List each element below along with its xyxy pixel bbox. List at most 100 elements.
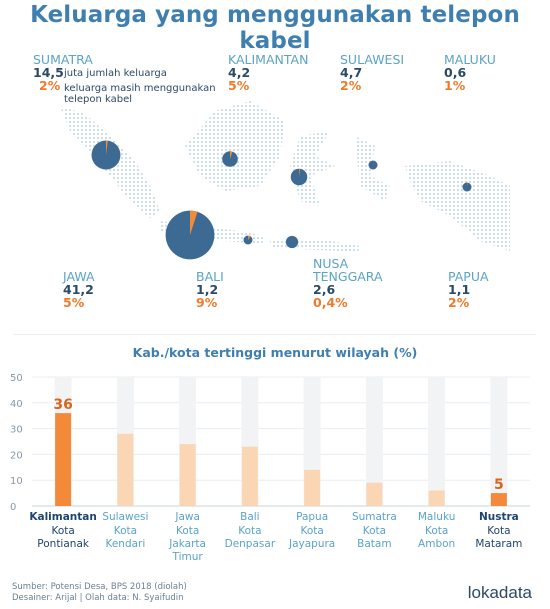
- bar-chart: 0102030405036KalimantanKotaPontianakSula…: [10, 373, 530, 563]
- pie-share-papua: [467, 182, 468, 187]
- region-families: 0,6: [444, 65, 467, 80]
- y-tick-label: 50: [10, 373, 23, 384]
- region-name: SULAWESI: [340, 52, 405, 67]
- bar-sumatra: [366, 482, 383, 506]
- island-nusa-tenggara: [270, 241, 360, 252]
- island-sulawesi: [290, 131, 335, 206]
- region-name-line2: TENGGARA: [313, 269, 383, 284]
- x-tick-city: Mataram: [475, 538, 522, 550]
- map-area: juta jumlah keluarga keluarga masih meng…: [0, 36, 550, 336]
- x-tick-city: Kota: [238, 525, 261, 537]
- x-tick-city: Ambon: [418, 538, 455, 550]
- x-tick-city: Timur: [172, 551, 204, 563]
- region-sumatra: SUMATRA 14,5 2%: [33, 53, 93, 92]
- bar-maluku: [428, 490, 445, 506]
- x-tick-city: Kota: [114, 525, 137, 537]
- bar-track: [490, 377, 508, 506]
- region-jawa: JAWA 41,2 5%: [63, 270, 95, 309]
- region-name: JAWA: [63, 269, 95, 284]
- bar-track: [365, 377, 383, 506]
- pie-share-sulawesi: [299, 168, 301, 177]
- bar-sulawesi: [117, 433, 134, 506]
- region-share: 2%: [39, 78, 61, 93]
- island-kalimantan: [185, 101, 285, 191]
- pie-share-sumatra: [106, 140, 108, 155]
- x-tick-region: Sulawesi: [102, 511, 148, 523]
- pie-markers: [91, 140, 472, 260]
- island-papua: [405, 161, 510, 251]
- pie-share-bali: [248, 235, 251, 240]
- region-families: 4,7: [340, 65, 363, 80]
- bar-track: [428, 377, 446, 506]
- y-tick-label: 0: [10, 502, 16, 513]
- legend-share-note-2: telepon kabel: [64, 94, 133, 105]
- region-share: 2%: [448, 295, 470, 310]
- x-tick-city: Kota: [51, 525, 74, 537]
- x-tick-region: Bali: [240, 511, 259, 523]
- y-tick-label: 30: [10, 425, 23, 436]
- legend-share-note-1: keluarga masih menggunakan: [64, 83, 216, 94]
- region-share: 5%: [228, 78, 250, 93]
- region-name: KALIMANTAN: [228, 52, 309, 67]
- x-tick-region: Kalimantan: [29, 511, 97, 523]
- indonesia-map: [60, 101, 510, 260]
- bar-jawa: [179, 444, 196, 506]
- y-tick-label: 40: [10, 399, 23, 410]
- bar-bali: [241, 446, 258, 506]
- x-tick-region: Jawa: [174, 511, 200, 523]
- region-sulawesi: SULAWESI 4,7 2%: [340, 53, 404, 92]
- y-tick-label: 10: [10, 476, 23, 487]
- region-name: SUMATRA: [33, 52, 93, 67]
- region-families: 4,2: [228, 65, 251, 80]
- x-tick-city: Kota: [300, 525, 323, 537]
- region-share: 0,4%: [313, 295, 348, 310]
- region-name: MALUKU: [444, 52, 496, 67]
- region-share: 9%: [196, 295, 218, 310]
- x-tick-city: Jakarta: [168, 538, 206, 550]
- footer-source: Sumber: Potensi Desa, BPS 2018 (diolah): [12, 582, 187, 592]
- bar-papua: [304, 469, 321, 506]
- section-divider: [14, 334, 536, 335]
- x-tick-region: Sumatra: [352, 511, 397, 523]
- region-kalimantan: KALIMANTAN 4,2 5%: [228, 53, 308, 92]
- region-name-line1: NUSA: [313, 256, 349, 271]
- island-maluku: [355, 136, 390, 201]
- footer-credits: Desainer: Arijal | Olah data: N. Syaifud…: [12, 593, 184, 603]
- x-tick-city: Kota: [363, 525, 386, 537]
- region-papua: PAPUA 1,1 2%: [448, 270, 489, 309]
- brand-logo: lokadata: [467, 583, 532, 602]
- y-tick-label: 20: [10, 450, 23, 461]
- pie-share-jawa: [190, 210, 198, 235]
- x-tick-city: Jayapura: [288, 538, 335, 550]
- region-families: 1,2: [196, 282, 219, 297]
- chart-title: Kab./kota tertinggi menurut wilayah (%): [132, 345, 418, 360]
- pie-share-kalimantan: [230, 151, 233, 159]
- x-tick-city: Batam: [357, 538, 391, 550]
- x-tick-city: Kota: [176, 525, 199, 537]
- x-tick-city: Kendari: [105, 538, 145, 550]
- region-families: 14,5: [33, 65, 64, 80]
- x-tick-city: Denpasar: [225, 538, 276, 550]
- region-name: BALI: [196, 269, 224, 284]
- region-families: 2,6: [313, 282, 336, 297]
- region-families: 41,2: [63, 282, 94, 297]
- region-families: 1,1: [448, 282, 471, 297]
- region-maluku: MALUKU 0,6 1%: [444, 53, 496, 92]
- x-tick-region: Maluku: [418, 511, 455, 523]
- region-share: 2%: [340, 78, 362, 93]
- bar-value-label: 36: [53, 397, 72, 413]
- x-tick-region: Nustra: [479, 511, 519, 523]
- legend-families-note: juta jumlah keluarga: [64, 68, 167, 79]
- region-share: 1%: [444, 78, 466, 93]
- bar-value-label: 5: [494, 477, 504, 493]
- region-nusa-tenggara: NUSA TENGGARA 2,6 0,4%: [313, 257, 383, 309]
- x-tick-city: Kota: [425, 525, 448, 537]
- region-name: PAPUA: [448, 269, 489, 284]
- region-share: 5%: [63, 295, 85, 310]
- x-tick-city: Pontianak: [37, 538, 90, 550]
- region-bali: BALI 1,2 9%: [196, 270, 224, 309]
- bar-nustra: [490, 493, 507, 506]
- bar-kalimantan: [55, 413, 72, 506]
- x-tick-city: Kota: [487, 525, 510, 537]
- footer: Sumber: Potensi Desa, BPS 2018 (diolah) …: [12, 582, 187, 604]
